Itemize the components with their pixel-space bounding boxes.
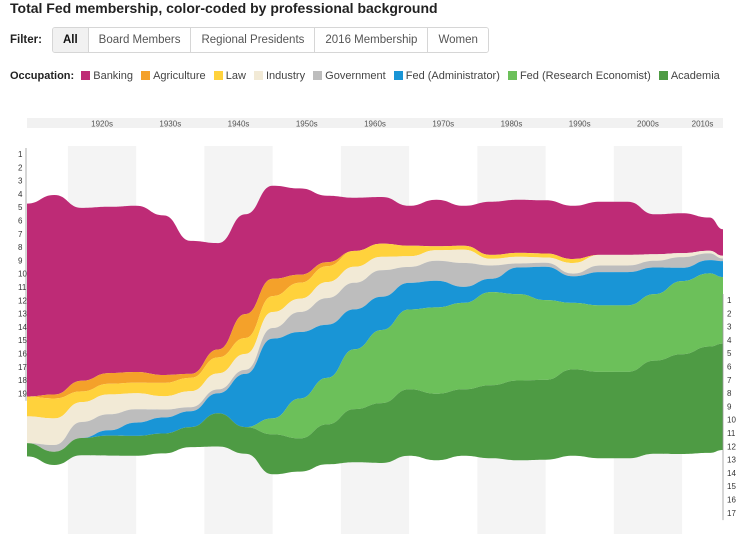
right-axis-tick: 6 (727, 363, 732, 372)
legend-swatch (313, 71, 323, 80)
decade-labels: 1920s 1930s 1940s 1950s 1960s 1970s 1980s 1990s… (91, 120, 713, 129)
right-axis-tick: 15 (727, 482, 736, 491)
decade-label: 1990s (569, 120, 591, 129)
left-axis-tick: 4 (18, 190, 23, 199)
legend-swatch (81, 71, 91, 80)
legend-item-label: Industry (265, 70, 306, 82)
left-axis-tick: 14 (18, 323, 27, 332)
legend-item-label: Law (225, 70, 246, 82)
filter-label: Filter: (10, 34, 42, 46)
left-axis-tick: 11 (18, 283, 27, 292)
legend-item-banking[interactable]: Banking (81, 67, 133, 86)
left-axis-tick: 18 (18, 376, 27, 385)
decade-label: 1950s (296, 120, 318, 129)
decade-label: 1920s (91, 120, 113, 129)
left-axis-tick: 9 (18, 256, 23, 265)
area-industry[interactable] (27, 249, 723, 445)
decade-label: 1930s (159, 120, 181, 129)
legend-item-label: Agriculture (153, 70, 206, 82)
right-axis-tick: 8 (727, 389, 732, 398)
legend-swatch (658, 71, 668, 80)
legend-item-label: Banking (93, 70, 133, 82)
right-axis-tick: 7 (727, 376, 732, 385)
area-fed-administrator[interactable] (27, 260, 723, 452)
right-axis-tick: 10 (727, 416, 736, 425)
filter-bar: Filter: All Board Members Regional Presi… (10, 27, 489, 53)
legend-item-label: Fed (Administrator) (405, 70, 500, 82)
legend-swatch (393, 71, 403, 80)
left-axis-tick: 6 (18, 217, 23, 226)
decade-label: 2000s (637, 120, 659, 129)
right-axis-tick: 17 (727, 509, 736, 518)
left-axis-tick: 16 (18, 350, 27, 359)
filter-tab-all[interactable]: All (52, 28, 88, 52)
right-axis-tick: 9 (727, 402, 732, 411)
legend-swatch (507, 71, 517, 80)
decade-label: 2010s (692, 120, 714, 129)
left-axis-tick: 13 (18, 310, 27, 319)
chart-title: Total Fed membership, color-coded by pro… (10, 0, 438, 16)
decade-label: 1970s (432, 120, 454, 129)
legend-swatch (213, 71, 223, 80)
legend-item-law[interactable]: Law (213, 67, 246, 86)
stacked-areas (27, 185, 723, 475)
legend-item-fed-research-economist[interactable]: Fed (Research Economist) (507, 67, 651, 86)
right-axis-tick: 12 (727, 442, 736, 451)
area-law[interactable] (27, 243, 723, 419)
legend-item-agriculture[interactable]: Agriculture (141, 67, 206, 86)
left-axis-tick: 15 (18, 336, 27, 345)
legend-item-label: Government (325, 70, 386, 82)
area-fed-research-economist[interactable] (27, 273, 723, 452)
right-axis-tick: 2 (727, 309, 732, 318)
left-axis-tick: 5 (18, 203, 23, 212)
legend-label: Occupation: (10, 70, 75, 82)
right-axis-tick: 5 (727, 349, 732, 358)
filter-tab-regional-presidents[interactable]: Regional Presidents (190, 28, 315, 52)
area-banking[interactable] (27, 185, 723, 397)
legend-item-industry[interactable]: Industry (253, 67, 306, 86)
right-axis-tick: 13 (727, 456, 736, 465)
streamgraph-chart: 1920s 1930s 1940s 1950s 1960s 1970s 1980s 1990s… (18, 118, 736, 534)
decade-label: 1940s (228, 120, 250, 129)
legend-swatch (253, 71, 263, 80)
legend-item-academia[interactable]: Academia (658, 67, 720, 86)
right-axis-tick: 11 (727, 429, 736, 438)
legend-item-label: Academia (670, 70, 720, 82)
area-academia[interactable] (27, 343, 723, 475)
left-axis-tick: 3 (18, 177, 23, 186)
legend-item-fed-administrator[interactable]: Fed (Administrator) (393, 67, 500, 86)
filter-tab-2016-membership[interactable]: 2016 Membership (314, 28, 428, 52)
legend-item-label: Fed (Research Economist) (519, 70, 651, 82)
filter-tabs: All Board Members Regional Presidents 20… (51, 27, 489, 53)
left-axis-tick: 7 (18, 230, 23, 239)
left-axis-tick: 19 (18, 389, 27, 398)
right-axis-tick: 1 (727, 296, 732, 305)
legend-item-government[interactable]: Government (313, 67, 386, 86)
left-axis-tick: 8 (18, 243, 23, 252)
area-agriculture[interactable] (27, 243, 723, 399)
decade-label: 1960s (364, 120, 386, 129)
right-axis-tick: 3 (727, 323, 732, 332)
filter-tab-women[interactable]: Women (427, 28, 488, 52)
right-axis-tick: 4 (727, 336, 732, 345)
left-axis-tick: 12 (18, 296, 27, 305)
decade-strip (27, 118, 723, 128)
left-axis-tick: 10 (18, 270, 27, 279)
left-axis-tick: 1 (18, 150, 23, 159)
area-government[interactable] (27, 253, 723, 452)
left-axis-tick: 2 (18, 163, 23, 172)
right-axis-tick: 14 (727, 469, 736, 478)
legend-swatch (141, 71, 151, 80)
filter-tab-board-members[interactable]: Board Members (87, 28, 191, 52)
legend: Occupation: Banking Agriculture Law Indu… (10, 67, 730, 86)
left-axis-tick: 17 (18, 363, 27, 372)
decade-label: 1980s (501, 120, 523, 129)
right-axis-tick: 16 (727, 496, 736, 505)
